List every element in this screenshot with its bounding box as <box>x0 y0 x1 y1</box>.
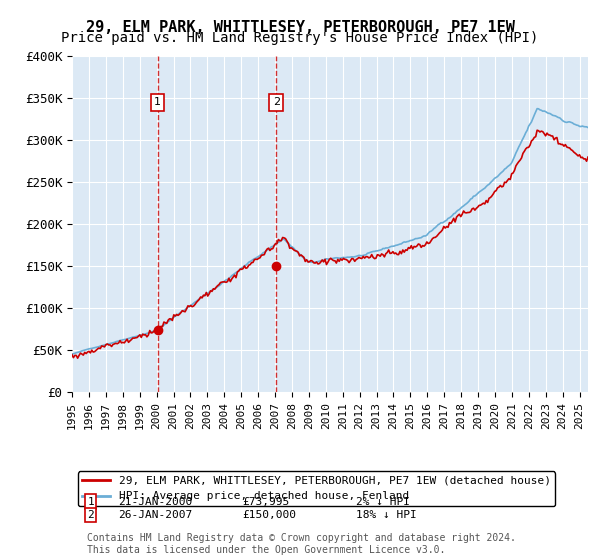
Text: Contains HM Land Registry data © Crown copyright and database right 2024.
This d: Contains HM Land Registry data © Crown c… <box>88 533 517 555</box>
Text: 1: 1 <box>88 497 94 507</box>
Text: 2: 2 <box>88 510 94 520</box>
Text: 2: 2 <box>272 97 280 107</box>
Text: 1: 1 <box>154 97 161 107</box>
Text: Price paid vs. HM Land Registry's House Price Index (HPI): Price paid vs. HM Land Registry's House … <box>61 31 539 45</box>
Text: 2% ↓ HPI: 2% ↓ HPI <box>356 497 410 507</box>
Text: 21-JAN-2000: 21-JAN-2000 <box>118 497 193 507</box>
Legend: 29, ELM PARK, WHITTLESEY, PETERBOROUGH, PE7 1EW (detached house), HPI: Average p: 29, ELM PARK, WHITTLESEY, PETERBOROUGH, … <box>77 472 555 506</box>
Text: 18% ↓ HPI: 18% ↓ HPI <box>356 510 416 520</box>
Text: 26-JAN-2007: 26-JAN-2007 <box>118 510 193 520</box>
Text: 29, ELM PARK, WHITTLESEY, PETERBOROUGH, PE7 1EW: 29, ELM PARK, WHITTLESEY, PETERBOROUGH, … <box>86 20 514 35</box>
Text: £150,000: £150,000 <box>242 510 296 520</box>
Text: £73,995: £73,995 <box>242 497 290 507</box>
